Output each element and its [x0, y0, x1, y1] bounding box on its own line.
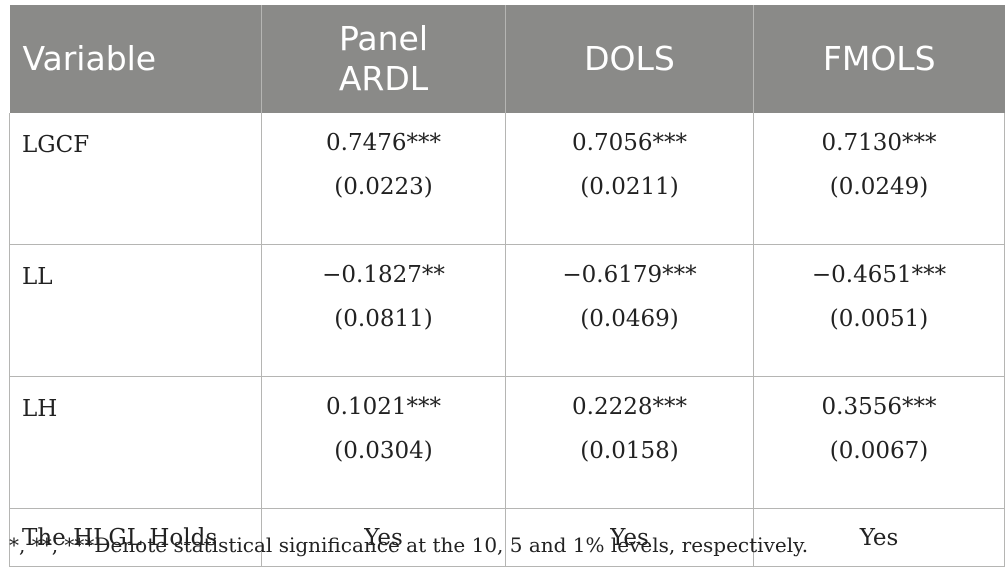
table-row: LH 0.1021*** (0.0304) 0.2228*** (0.0158)… [9, 376, 1005, 509]
header-fmols: FMOLS [753, 5, 1005, 113]
row-label: LL [9, 244, 262, 377]
row-label: The HLGL Holds [9, 508, 262, 567]
table-cell: 0.1021*** (0.0304) [261, 376, 506, 509]
standard-error: (0.0249) [829, 174, 929, 200]
coefficient: −0.6179*** [562, 262, 697, 288]
coefficient: 0.3556*** [821, 394, 937, 420]
coefficient: 0.7476*** [326, 130, 441, 156]
header-row: Variable Panel ARDL DOLS FMOLS [9, 5, 1005, 113]
table-cell: 0.3556*** (0.0067) [753, 376, 1005, 509]
table-footnote: *, **, ***Denote statistical significanc… [9, 533, 809, 557]
table-row: LGCF 0.7476*** (0.0223) 0.7056*** (0.021… [9, 113, 1005, 245]
standard-error: (0.0051) [829, 306, 929, 332]
table-cell: 0.7476*** (0.0223) [261, 113, 506, 245]
table-cell: 0.7056*** (0.0211) [505, 113, 754, 245]
table-cell: Yes [505, 508, 754, 567]
table-cell: 0.7130*** (0.0249) [753, 113, 1005, 245]
standard-error: (0.0811) [334, 306, 433, 332]
row-label: LH [9, 376, 262, 509]
header-dols: DOLS [505, 5, 754, 113]
coefficient: 0.7130*** [821, 130, 937, 156]
results-table: Variable Panel ARDL DOLS FMOLS LGCF 0.74… [9, 5, 1005, 567]
header-panel-ardl: Panel ARDL [261, 5, 506, 113]
coefficient: −0.1827** [322, 262, 445, 288]
table-cell: −0.1827** (0.0811) [261, 244, 506, 377]
standard-error: (0.0304) [334, 438, 433, 464]
standard-error: (0.0067) [829, 438, 929, 464]
standard-error: (0.0211) [580, 174, 679, 200]
table-cell: Yes [261, 508, 506, 567]
coefficient: 0.1021*** [326, 394, 441, 420]
table-cell: Yes [753, 508, 1005, 567]
header-variable: Variable [9, 5, 262, 113]
standard-error: (0.0223) [334, 174, 433, 200]
table-cell: −0.6179*** (0.0469) [505, 244, 754, 377]
standard-error: (0.0469) [580, 306, 679, 332]
row-label: LGCF [9, 113, 262, 245]
table-cell: −0.4651*** (0.0051) [753, 244, 1005, 377]
table-cell: 0.2228*** (0.0158) [505, 376, 754, 509]
coefficient: 0.7056*** [572, 130, 687, 156]
coefficient: −0.4651*** [811, 262, 947, 288]
standard-error: (0.0158) [580, 438, 679, 464]
table-row-hlgl-holds: The HLGL Holds Yes Yes Yes [9, 508, 1005, 567]
table-row: LL −0.1827** (0.0811) −0.6179*** (0.0469… [9, 244, 1005, 377]
coefficient: 0.2228*** [572, 394, 687, 420]
